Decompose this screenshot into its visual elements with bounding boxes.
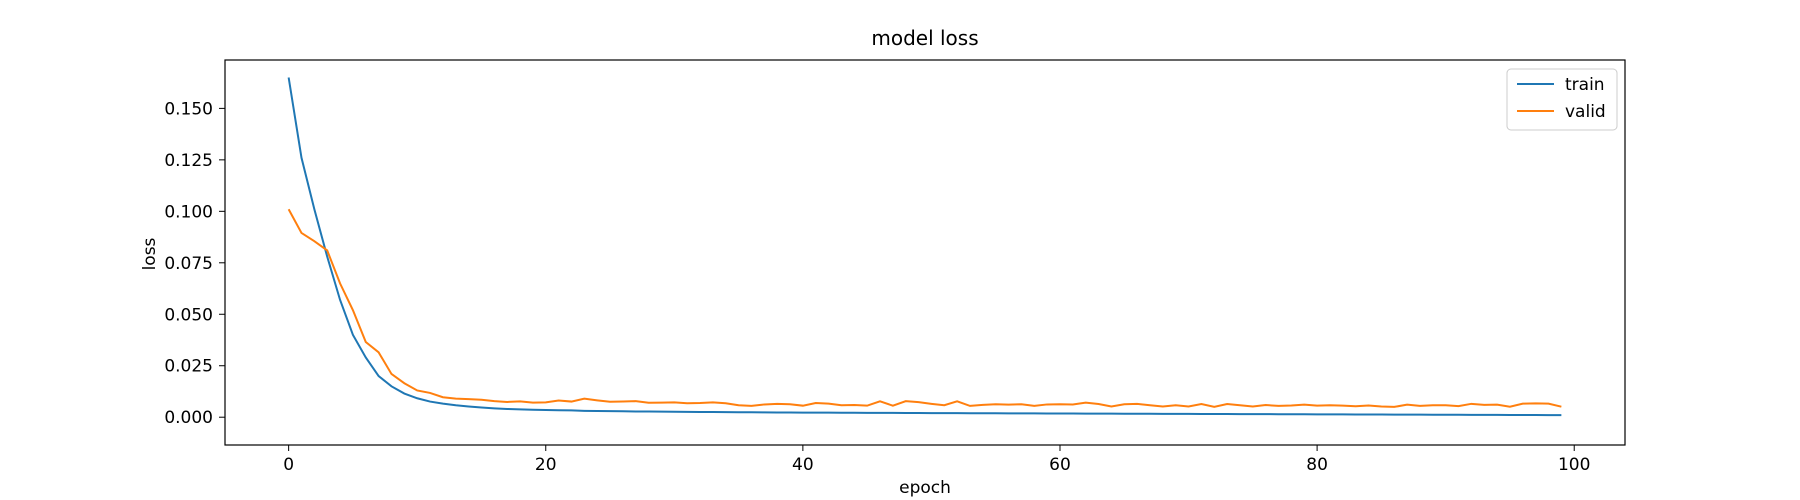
legend-train-label: train [1565,75,1605,95]
y-tick-label: 0.150 [164,99,213,119]
y-tick-label: 0.100 [164,202,213,222]
y-tick-label: 0.125 [164,151,213,171]
y-tick-label: 0.075 [164,254,213,274]
plot-frame [224,59,1626,446]
y-tick-label: 0.000 [164,408,213,428]
x-tick-label: 20 [535,455,557,475]
legend: train valid [1506,68,1618,131]
x-axis-label: epoch [899,478,951,498]
y-axis-ticks: 0.000 0.025 0.050 0.075 0.100 0.125 0.150 [164,99,225,428]
y-tick-label: 0.050 [164,305,213,325]
series-train-line [287,77,1562,417]
x-tick-label: 60 [1049,455,1071,475]
x-tick-label: 100 [1558,455,1590,475]
series-valid-line [287,208,1562,408]
x-tick-label: 80 [1306,455,1328,475]
x-tick-label: 40 [792,455,814,475]
plot-area: 0 20 40 60 80 100 0.0000.0250.0500.0750.1000.… [164,59,1626,475]
y-axis-label: loss [140,237,160,270]
x-axis-ticks: 0 20 40 60 80 100 [283,445,1590,475]
y-tick-label: 0.025 [164,357,213,377]
series-lines [287,77,1562,417]
legend-valid-label: valid [1565,102,1606,122]
x-tick-label: 0 [283,455,294,475]
chart-title: model loss [871,26,978,50]
